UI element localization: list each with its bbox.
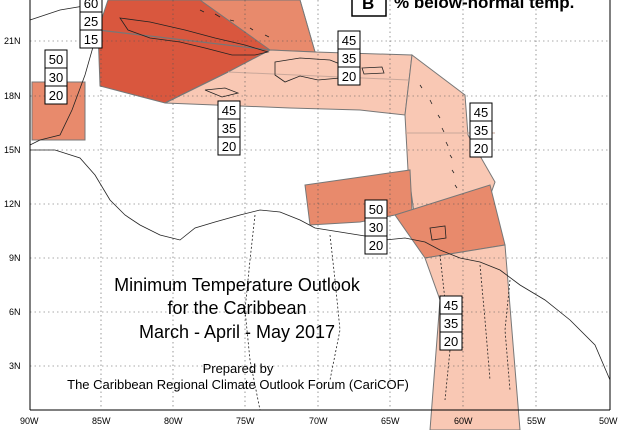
prob-above: 45: [444, 298, 458, 313]
lon-label: 85W: [92, 416, 111, 426]
prob-box: 50 30 20: [364, 199, 388, 255]
legend: B % below-normal temp.: [351, 0, 574, 17]
lat-label: 15N: [4, 145, 21, 155]
lon-label: 80W: [164, 416, 183, 426]
lon-label: 50W: [599, 416, 618, 426]
prob-below: 20: [369, 238, 383, 253]
prob-above: 45: [474, 105, 488, 120]
lat-label: 3N: [9, 361, 21, 371]
lon-label: 75W: [236, 416, 255, 426]
prob-above: 60: [84, 0, 98, 11]
map-title: Minimum Temperature Outlook for the Cari…: [114, 275, 361, 342]
prob-above: 50: [49, 52, 63, 67]
lon-label: 90W: [20, 416, 39, 426]
coastlines: [29, 4, 611, 411]
lat-label: 12N: [4, 199, 21, 209]
prob-box: 45 35 20: [337, 30, 361, 86]
longitude-labels: 90W 85W 80W 75W 70W 65W 60W 55W 50W: [20, 416, 618, 426]
lon-label: 60W: [454, 416, 473, 426]
credit-line-1: Prepared by: [203, 361, 274, 376]
lat-label: 6N: [9, 307, 21, 317]
latitude-labels: 21N 18N 15N 12N 9N 6N 3N: [4, 36, 21, 371]
prob-normal: 30: [49, 70, 63, 85]
credit: Prepared by The Caribbean Regional Clima…: [67, 361, 409, 392]
prob-below: 20: [222, 139, 236, 154]
title-line-3: March - April - May 2017: [139, 322, 335, 342]
prob-normal: 35: [222, 121, 236, 136]
region-guianas: [424, 244, 521, 430]
prob-normal: 35: [474, 123, 488, 138]
prob-above: 45: [222, 103, 236, 118]
lon-label: 55W: [527, 416, 546, 426]
prob-box: 60 25 15: [79, 0, 103, 49]
lon-label: 70W: [309, 416, 328, 426]
legend-text: % below-normal temp.: [394, 0, 574, 12]
lon-label: 65W: [381, 416, 400, 426]
prob-below: 20: [342, 69, 356, 84]
prob-box: 45 35 20: [439, 295, 463, 351]
prob-below: 15: [84, 32, 98, 47]
region-divider: [164, 71, 229, 104]
prob-below: 20: [474, 141, 488, 156]
prob-below: 20: [444, 334, 458, 349]
prob-above: 50: [369, 202, 383, 217]
legend-key: B: [362, 0, 374, 13]
prob-box: 45 35 20: [469, 102, 493, 158]
region-divider: [227, 71, 409, 81]
region-divider: [97, 29, 271, 51]
lat-label: 21N: [4, 36, 21, 46]
prob-normal: 35: [444, 316, 458, 331]
prob-box: 45 35 20: [217, 100, 241, 156]
prob-above: 45: [342, 33, 356, 48]
prob-normal: 25: [84, 14, 98, 29]
prob-normal: 30: [369, 220, 383, 235]
prob-below: 20: [49, 88, 63, 103]
lat-label: 9N: [9, 253, 21, 263]
prob-box: 50 30 20: [44, 49, 68, 105]
title-line-2: for the Caribbean: [167, 298, 306, 318]
prob-normal: 35: [342, 51, 356, 66]
title-line-1: Minimum Temperature Outlook: [114, 275, 361, 295]
credit-line-2: The Caribbean Regional Climate Outlook F…: [67, 377, 409, 392]
graticule: [30, 0, 610, 410]
lat-label: 18N: [4, 91, 21, 101]
legend-key-box: [351, 0, 387, 17]
